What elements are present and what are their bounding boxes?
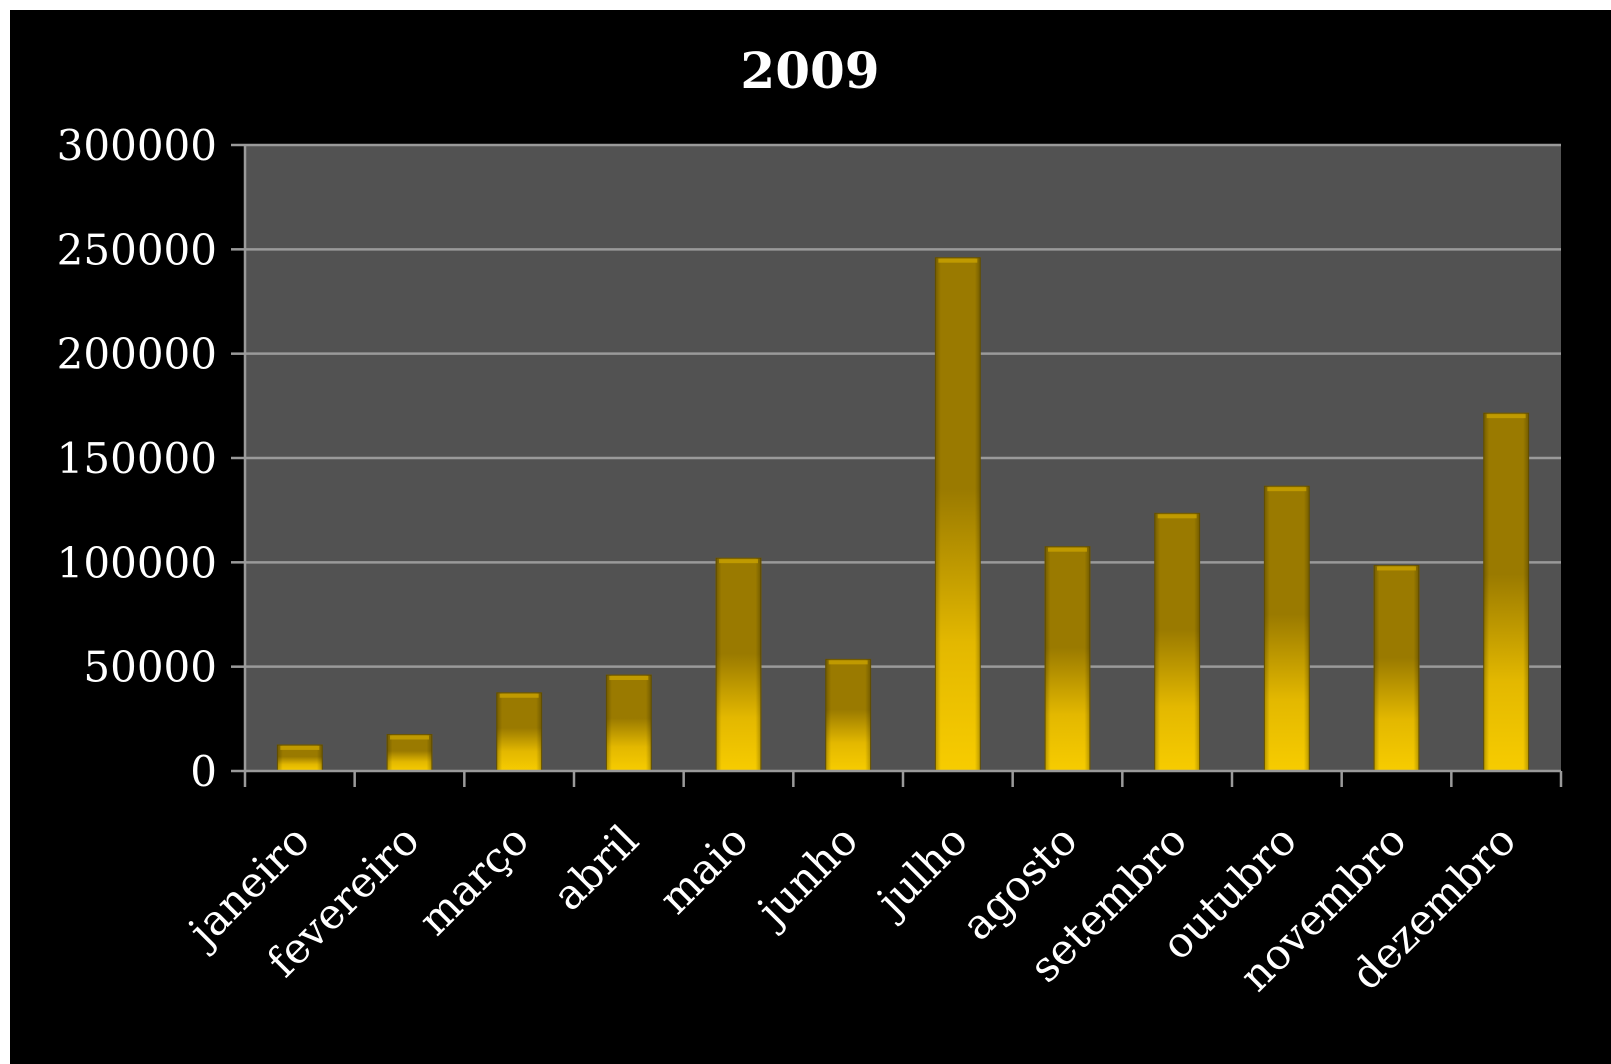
bar-top-edge	[828, 660, 868, 665]
bar-top-edge	[1486, 414, 1526, 419]
bar-fevereiro	[386, 733, 433, 772]
bar-top-edge	[1267, 487, 1307, 492]
bar-bevel	[1483, 413, 1529, 771]
y-tick-label: 150000	[57, 434, 217, 483]
bar-top-edge	[280, 745, 320, 750]
bar-chart: 2009 0 50000 100000 150000 200000 250000 30000…	[57, 41, 1563, 1001]
y-axis-ticks: 0 50000 100000 150000 200000 250000 300000	[57, 121, 217, 796]
y-tick-label: 300000	[57, 121, 217, 170]
bar-top-edge	[1048, 547, 1087, 552]
x-tick-label: maio	[650, 815, 758, 923]
bar-outubro	[1263, 485, 1310, 772]
bar-bevel	[496, 692, 542, 771]
bar-abril	[605, 674, 652, 772]
y-tick-label: 250000	[57, 225, 217, 274]
bar-bevel	[825, 659, 871, 771]
chart-frame: 2009 0 50000 100000 150000 200000 250000 30000…	[10, 10, 1611, 1064]
y-tick-label: 50000	[83, 643, 217, 692]
bar-bevel	[1374, 565, 1419, 771]
x-tick-label: junho	[745, 815, 868, 938]
bar-top-edge	[719, 559, 758, 564]
bar-bevel	[935, 257, 981, 771]
axes	[231, 143, 1563, 787]
bar-janeiro	[276, 744, 323, 772]
y-tick-label: 100000	[57, 538, 217, 587]
bar-dezembro	[1483, 412, 1530, 772]
x-tick-label: março	[409, 815, 538, 944]
bar-top-edge	[390, 735, 429, 740]
bar-bevel	[1264, 486, 1310, 771]
bar-bevel	[387, 734, 432, 771]
bar-novembro	[1373, 564, 1420, 772]
y-tick-label: 0	[190, 747, 217, 796]
y-tick-label: 200000	[57, 330, 217, 379]
bar-top-edge	[609, 676, 649, 681]
bar-junho	[825, 658, 872, 772]
bar-top-edge	[938, 258, 978, 263]
chart-title: 2009	[740, 41, 879, 100]
x-tick-label: abril	[543, 815, 648, 920]
bars	[276, 257, 1530, 772]
bar-julho	[934, 257, 981, 772]
bar-bevel	[1154, 513, 1200, 771]
bar-top-edge	[499, 693, 539, 698]
bar-top-edge	[1377, 566, 1416, 571]
bar-março	[496, 692, 543, 772]
bar-maio	[715, 557, 762, 772]
bar-top-edge	[1157, 514, 1197, 519]
gridlines	[245, 143, 1561, 668]
bar-bevel	[1045, 546, 1090, 771]
bar-setembro	[1154, 512, 1201, 772]
bar-agosto	[1044, 546, 1091, 772]
bar-bevel	[606, 675, 652, 771]
bar-bevel	[716, 558, 761, 771]
